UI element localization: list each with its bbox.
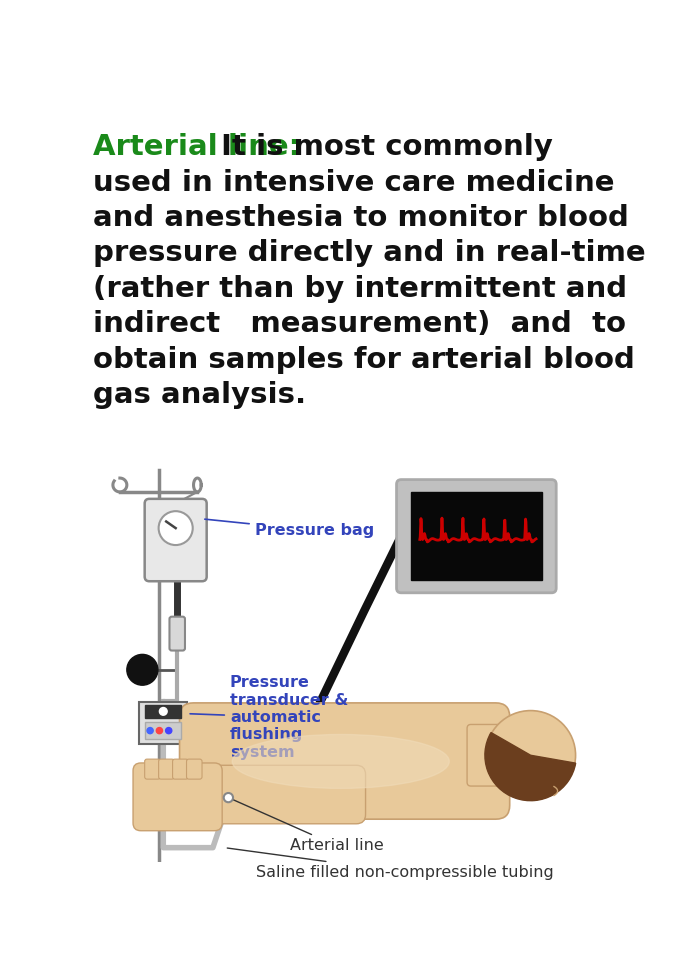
Circle shape: [486, 711, 575, 800]
Text: indirect   measurement)  and  to: indirect measurement) and to: [92, 310, 626, 338]
FancyBboxPatch shape: [173, 759, 188, 779]
Bar: [139, 702, 187, 744]
Text: Arterial line: Arterial line: [231, 799, 384, 854]
FancyBboxPatch shape: [150, 766, 366, 824]
FancyBboxPatch shape: [158, 759, 174, 779]
Text: It is most commonly: It is most commonly: [211, 133, 552, 161]
FancyBboxPatch shape: [180, 703, 510, 819]
Text: Arterial line:: Arterial line:: [92, 133, 300, 161]
Circle shape: [127, 654, 158, 685]
FancyBboxPatch shape: [186, 759, 202, 779]
FancyBboxPatch shape: [467, 724, 505, 786]
Circle shape: [158, 511, 192, 545]
Circle shape: [224, 793, 233, 802]
Text: obtain samples for arterial blood: obtain samples for arterial blood: [92, 346, 634, 374]
Text: and anesthesia to monitor blood: and anesthesia to monitor blood: [92, 204, 628, 232]
Text: gas analysis.: gas analysis.: [92, 381, 306, 409]
Text: Pressure
transducer &
automatic
flushing
system: Pressure transducer & automatic flushing…: [190, 676, 348, 760]
Text: Saline filled non-compressible tubing: Saline filled non-compressible tubing: [227, 848, 554, 880]
Circle shape: [159, 708, 167, 715]
Wedge shape: [485, 733, 576, 801]
Text: (rather than by intermittent and: (rather than by intermittent and: [92, 275, 627, 303]
FancyBboxPatch shape: [396, 479, 556, 592]
Bar: [146, 706, 181, 717]
Circle shape: [147, 728, 153, 734]
Bar: [411, 492, 542, 581]
FancyBboxPatch shape: [145, 499, 207, 581]
FancyBboxPatch shape: [145, 759, 160, 779]
Text: used in intensive care medicine: used in intensive care medicine: [92, 168, 614, 197]
Text: Pressure bag: Pressure bag: [205, 519, 374, 538]
Text: pressure directly and in real-time: pressure directly and in real-time: [92, 239, 645, 267]
FancyBboxPatch shape: [133, 763, 222, 831]
Circle shape: [156, 728, 163, 734]
Bar: [146, 722, 181, 740]
Ellipse shape: [233, 735, 449, 788]
Circle shape: [166, 728, 172, 734]
FancyBboxPatch shape: [169, 617, 185, 650]
